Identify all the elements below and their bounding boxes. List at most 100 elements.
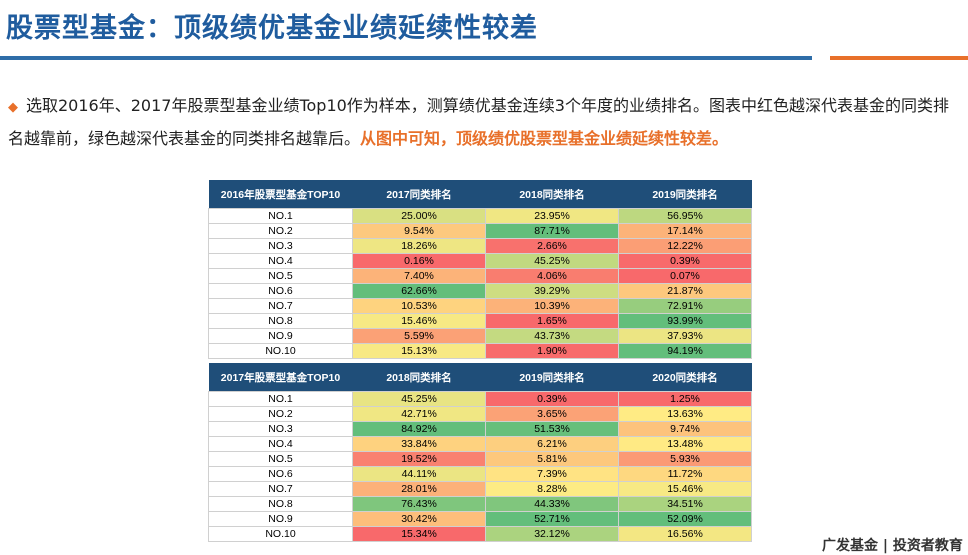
rank-cell: 5.93%	[618, 451, 752, 467]
row-label: NO.10	[208, 343, 353, 359]
row-label: NO.5	[208, 268, 353, 284]
rank-cell: 1.65%	[485, 313, 619, 329]
row-label: NO.9	[208, 328, 353, 344]
rank-cell: 6.21%	[485, 436, 619, 452]
table-row: NO.2 9.54% 87.71% 17.14%	[208, 223, 752, 239]
row-label: NO.6	[208, 466, 353, 482]
table-row: NO.3 84.92% 51.53% 9.74%	[208, 421, 752, 437]
header-rule	[0, 56, 812, 60]
rank-cell: 34.51%	[618, 496, 752, 512]
column-header: 2017同类排名	[352, 180, 486, 209]
rank-cell: 0.39%	[485, 391, 619, 407]
column-header: 2019同类排名	[485, 363, 619, 392]
table-row: NO.2 42.71% 3.65% 13.63%	[208, 406, 752, 422]
row-label: NO.5	[208, 451, 353, 467]
column-header: 2018同类排名	[485, 180, 619, 209]
intro-highlight: 从图中可知，顶级绩优股票型基金业绩延续性较差。	[360, 129, 729, 148]
rank-cell: 4.06%	[485, 268, 619, 284]
intro: ◆ 选取2016年、2017年股票型基金业绩Top10作为样本，测算绩优基金连续3…	[8, 90, 958, 154]
column-header: 2019同类排名	[618, 180, 752, 209]
row-label: NO.10	[208, 526, 353, 542]
rank-cell: 0.16%	[352, 253, 486, 269]
row-label: NO.3	[208, 421, 353, 437]
rank-cell: 43.73%	[485, 328, 619, 344]
rank-cell: 3.65%	[485, 406, 619, 422]
row-label: NO.4	[208, 253, 353, 269]
table-row: NO.10 15.13% 1.90% 94.19%	[208, 343, 752, 359]
row-label: NO.2	[208, 223, 353, 239]
rank-cell: 15.46%	[352, 313, 486, 329]
row-label: NO.3	[208, 238, 353, 254]
column-header: 2017年股票型基金TOP10	[208, 363, 353, 392]
rank-cell: 10.39%	[485, 298, 619, 314]
rank-cell: 2.66%	[485, 238, 619, 254]
rank-cell: 76.43%	[352, 496, 486, 512]
header-row: 2017年股票型基金TOP10 2018同类排名 2019同类排名 2020同类排名	[208, 363, 752, 392]
row-label: NO.7	[208, 298, 353, 314]
rank-cell: 52.71%	[485, 511, 619, 527]
rank-cell: 25.00%	[352, 208, 486, 224]
rank-cell: 33.84%	[352, 436, 486, 452]
rank-cell: 16.56%	[618, 526, 752, 542]
column-header: 2020同类排名	[618, 363, 752, 392]
rank-cell: 13.63%	[618, 406, 752, 422]
table-row: NO.5 7.40% 4.06% 0.07%	[208, 268, 752, 284]
intro-text: 选取2016年、2017年股票型基金业绩Top10作为样本，测算绩优基金连续3个…	[8, 96, 949, 148]
table-row: NO.9 5.59% 43.73% 37.93%	[208, 328, 752, 344]
rank-cell: 44.33%	[485, 496, 619, 512]
row-label: NO.6	[208, 283, 353, 299]
rank-cell: 5.81%	[485, 451, 619, 467]
row-label: NO.1	[208, 391, 353, 407]
rank-cell: 28.01%	[352, 481, 486, 497]
row-label: NO.1	[208, 208, 353, 224]
rank-cell: 10.53%	[352, 298, 486, 314]
rank-cell: 15.34%	[352, 526, 486, 542]
rank-cell: 21.87%	[618, 283, 752, 299]
row-label: NO.2	[208, 406, 353, 422]
rank-cell: 5.59%	[352, 328, 486, 344]
logo: 广发基金 | 投资者教育	[822, 538, 963, 554]
bullet: ◆	[8, 100, 18, 115]
rank-cell: 37.93%	[618, 328, 752, 344]
column-header: 2016年股票型基金TOP10	[208, 180, 353, 209]
table-row: NO.5 19.52% 5.81% 5.93%	[208, 451, 752, 467]
rank-cell: 42.71%	[352, 406, 486, 422]
rank-cell: 51.53%	[485, 421, 619, 437]
table-row: NO.7 28.01% 8.28% 15.46%	[208, 481, 752, 497]
header-accent	[830, 56, 968, 60]
rank-cell: 56.95%	[618, 208, 752, 224]
table-row: NO.4 0.16% 45.25% 0.39%	[208, 253, 752, 269]
table-row: NO.6 44.11% 7.39% 11.72%	[208, 466, 752, 482]
rank-cell: 87.71%	[485, 223, 619, 239]
row-label: NO.4	[208, 436, 353, 452]
table-row: NO.1 45.25% 0.39% 1.25%	[208, 391, 752, 407]
row-label: NO.8	[208, 496, 353, 512]
table-row: NO.7 10.53% 10.39% 72.91%	[208, 298, 752, 314]
rank-cell: 45.25%	[485, 253, 619, 269]
rank-cell: 0.07%	[618, 268, 752, 284]
rank-cell: 9.74%	[618, 421, 752, 437]
rank-cell: 7.40%	[352, 268, 486, 284]
rank-cell: 93.99%	[618, 313, 752, 329]
rank-cell: 1.90%	[485, 343, 619, 359]
rank-cell: 62.66%	[352, 283, 486, 299]
rank-cell: 19.52%	[352, 451, 486, 467]
table-row: NO.8 76.43% 44.33% 34.51%	[208, 496, 752, 512]
rank-cell: 45.25%	[352, 391, 486, 407]
title: 股票型基金：顶级绩优基金业绩延续性较差	[6, 13, 538, 44]
table-row: NO.9 30.42% 52.71% 52.09%	[208, 511, 752, 527]
rank-cell: 1.25%	[618, 391, 752, 407]
ranking-table: 2016年股票型基金TOP10 2017同类排名 2018同类排名 2019同类排名 N…	[208, 180, 752, 359]
rank-cell: 13.48%	[618, 436, 752, 452]
rank-cell: 94.19%	[618, 343, 752, 359]
rank-cell: 39.29%	[485, 283, 619, 299]
table-row: NO.6 62.66% 39.29% 21.87%	[208, 283, 752, 299]
table-row: NO.10 15.34% 32.12% 16.56%	[208, 526, 752, 542]
rank-cell: 18.26%	[352, 238, 486, 254]
rank-cell: 9.54%	[352, 223, 486, 239]
table-row: NO.4 33.84% 6.21% 13.48%	[208, 436, 752, 452]
row-label: NO.9	[208, 511, 353, 527]
header-row: 2016年股票型基金TOP10 2017同类排名 2018同类排名 2019同类排名	[208, 180, 752, 209]
rank-cell: 72.91%	[618, 298, 752, 314]
